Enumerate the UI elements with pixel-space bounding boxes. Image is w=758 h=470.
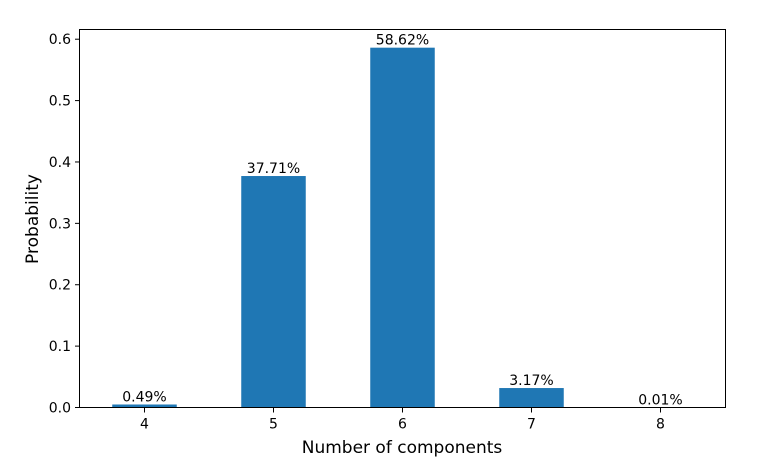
y-tick-label-0.3: 0.3 (49, 216, 71, 232)
x-tick-label-6: 6 (398, 417, 407, 433)
bars-layer (112, 48, 693, 408)
y-tick-label-0.2: 0.2 (49, 278, 71, 294)
data-label-8: 0.01% (638, 392, 682, 408)
y-tick-label-0.1: 0.1 (49, 339, 71, 355)
y-tick-label-0.6: 0.6 (49, 32, 71, 48)
x-axis-label: Number of components (302, 438, 503, 458)
data-label-4: 0.49% (122, 389, 166, 405)
y-axis-ticks: 0.0 0.1 0.2 0.3 0.4 0.5 0.6 (49, 32, 80, 416)
data-label-7: 3.17% (509, 373, 553, 389)
x-tick-label-5: 5 (269, 417, 278, 433)
data-label-6: 58.62% (376, 33, 429, 49)
y-tick-label-0.0: 0.0 (49, 401, 71, 417)
bar-6 (370, 48, 435, 408)
y-axis-label: Probability (23, 174, 43, 264)
x-tick-label-8: 8 (656, 417, 665, 433)
data-label-5: 37.71% (247, 161, 300, 177)
x-tick-label-4: 4 (140, 417, 149, 433)
bar-7 (499, 388, 564, 407)
x-axis-ticks: 4 5 6 7 8 (140, 408, 665, 433)
y-tick-label-0.5: 0.5 (49, 94, 71, 110)
bar-5 (241, 176, 306, 407)
y-tick-label-0.4: 0.4 (49, 155, 71, 171)
x-tick-label-7: 7 (527, 417, 536, 433)
